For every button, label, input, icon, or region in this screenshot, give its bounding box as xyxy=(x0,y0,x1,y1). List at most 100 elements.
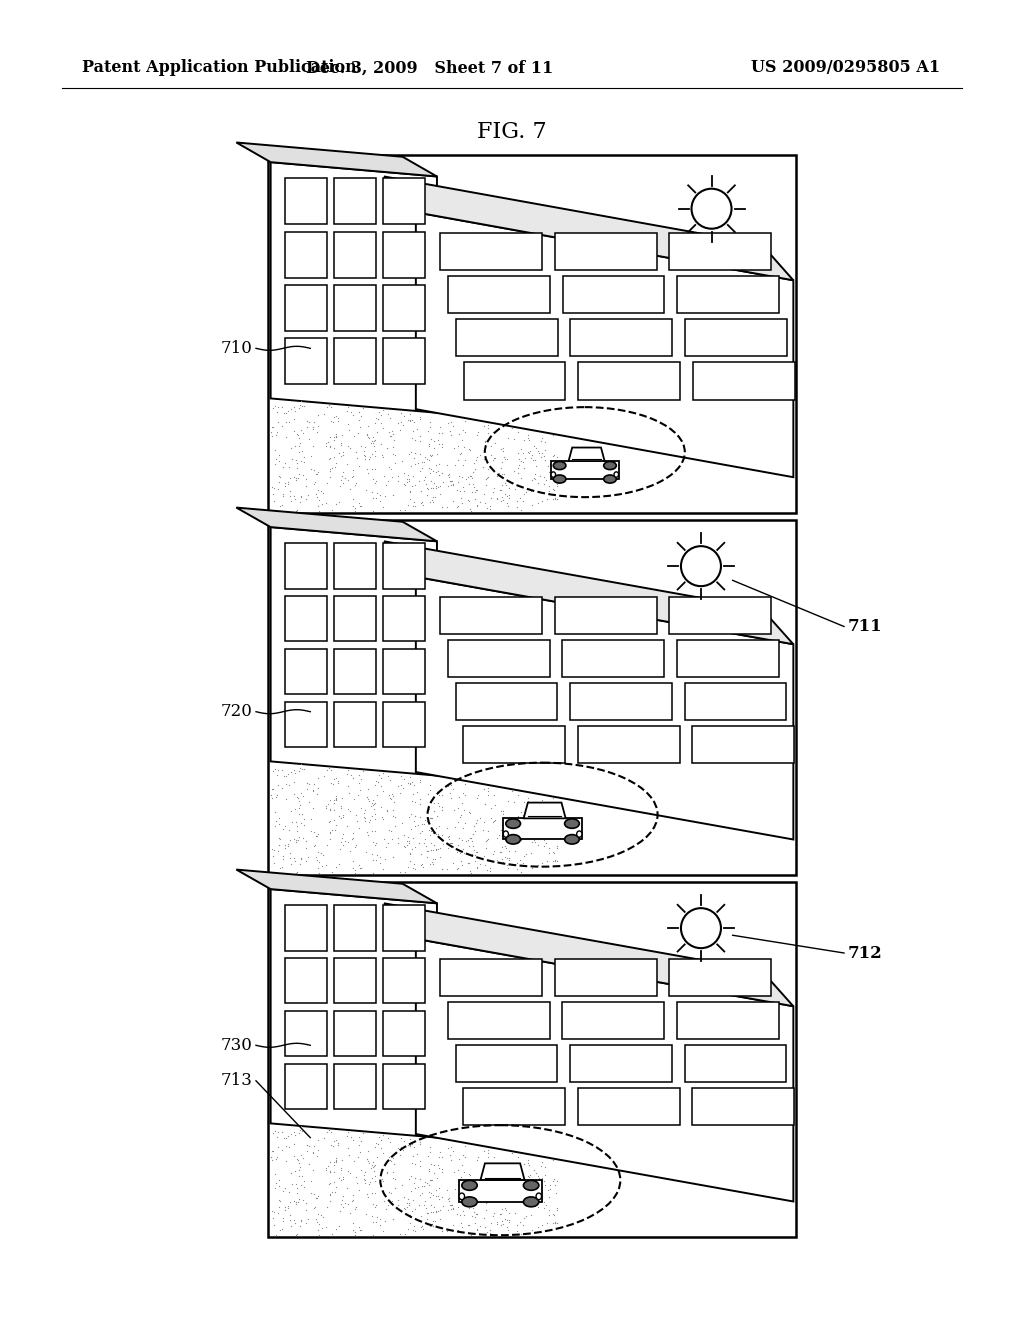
Point xyxy=(353,797,370,818)
Point xyxy=(326,1162,342,1183)
Point xyxy=(306,474,323,495)
Point xyxy=(522,803,539,824)
Point xyxy=(484,812,501,833)
Point xyxy=(431,826,447,847)
Point xyxy=(343,1126,359,1147)
Point xyxy=(350,422,367,444)
Point xyxy=(464,830,480,851)
Point xyxy=(333,433,349,454)
Point xyxy=(314,855,331,876)
Point xyxy=(540,455,556,477)
Point xyxy=(380,766,396,787)
Point xyxy=(463,828,479,849)
Point xyxy=(450,449,466,470)
Point xyxy=(457,1173,473,1195)
Point xyxy=(406,853,422,874)
Point xyxy=(318,1216,335,1237)
Point xyxy=(375,1125,391,1146)
Point xyxy=(305,436,322,457)
Point xyxy=(367,1160,383,1181)
Point xyxy=(541,475,557,496)
Point xyxy=(495,1214,511,1236)
Point xyxy=(421,1181,437,1203)
Point xyxy=(273,495,290,516)
Point xyxy=(516,1208,532,1229)
Point xyxy=(517,482,534,503)
Point xyxy=(499,1210,515,1232)
Point xyxy=(443,1150,460,1171)
Point xyxy=(286,1146,302,1167)
Point xyxy=(294,803,310,824)
Point xyxy=(477,1156,494,1177)
Point xyxy=(421,796,437,817)
Point xyxy=(367,473,383,494)
Point xyxy=(511,817,527,838)
Point xyxy=(264,1208,281,1229)
Point xyxy=(357,437,374,458)
Point xyxy=(546,1204,562,1225)
Point xyxy=(281,1181,297,1203)
Point xyxy=(340,413,356,434)
Point xyxy=(414,854,430,875)
Point xyxy=(443,412,460,433)
Point xyxy=(525,450,542,471)
Point xyxy=(522,1164,539,1185)
Point xyxy=(445,1162,462,1183)
Point xyxy=(353,858,370,879)
Point xyxy=(528,1180,545,1201)
Point xyxy=(400,465,417,486)
Point xyxy=(406,775,422,796)
Polygon shape xyxy=(677,1002,779,1039)
Point xyxy=(386,444,402,465)
Point xyxy=(541,824,557,845)
Point xyxy=(438,1221,455,1242)
Point xyxy=(542,454,558,475)
Point xyxy=(407,805,423,826)
Point xyxy=(370,1134,386,1155)
Point xyxy=(289,1177,305,1199)
Point xyxy=(263,1114,280,1135)
Point xyxy=(386,792,402,813)
Point xyxy=(454,1212,470,1233)
Point xyxy=(399,857,416,878)
Point xyxy=(549,837,565,858)
Point xyxy=(267,758,284,779)
Point xyxy=(333,470,349,491)
Point xyxy=(467,1183,483,1204)
Point xyxy=(443,1199,460,1220)
Point xyxy=(333,1158,349,1179)
Point xyxy=(523,495,540,516)
Point xyxy=(293,813,309,834)
Point xyxy=(520,1166,537,1187)
Point xyxy=(424,851,440,873)
Point xyxy=(495,1210,511,1232)
Point xyxy=(359,821,376,842)
Point xyxy=(434,433,451,454)
Point xyxy=(343,764,359,785)
Point xyxy=(339,1177,355,1199)
Point xyxy=(434,785,451,807)
Point xyxy=(458,469,474,490)
Point xyxy=(283,480,299,502)
Point xyxy=(291,826,307,847)
Point xyxy=(541,1200,557,1221)
Text: 712: 712 xyxy=(848,945,883,961)
Point xyxy=(402,818,419,840)
Point xyxy=(276,816,293,837)
Point xyxy=(276,766,293,787)
Polygon shape xyxy=(383,285,425,331)
Point xyxy=(417,829,433,850)
Point xyxy=(274,759,291,780)
Polygon shape xyxy=(579,363,680,400)
Point xyxy=(526,436,543,457)
Point xyxy=(407,1199,423,1220)
Point xyxy=(407,816,423,837)
Point xyxy=(486,1172,503,1193)
Point xyxy=(452,444,468,465)
Point xyxy=(423,1201,439,1222)
Bar xyxy=(268,882,796,1237)
Point xyxy=(300,484,316,506)
Point xyxy=(408,429,424,450)
Point xyxy=(382,770,398,791)
Point xyxy=(356,449,373,470)
